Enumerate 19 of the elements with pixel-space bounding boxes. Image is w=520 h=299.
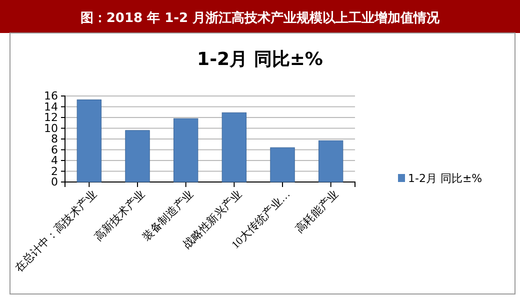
bar: [76, 100, 102, 182]
y-tick-label: 16: [44, 90, 58, 103]
bar: [174, 118, 198, 182]
x-tick-label: 高耗能产业: [292, 188, 341, 236]
y-tick-label: 10: [44, 122, 58, 135]
bar: [270, 147, 295, 182]
y-tick-label: 4: [51, 154, 58, 168]
bar: [222, 112, 246, 182]
chart-subtitle: 1-2月 同比±%: [197, 49, 323, 70]
chart-title: 图：2018 年 1-2 月浙江高技术产业规模以上工业增加值情况: [80, 10, 441, 26]
y-tick-label: 14: [44, 100, 58, 114]
legend-label: 1-2月 同比±%: [408, 172, 482, 185]
y-tick-label: 6: [51, 143, 58, 156]
bar: [125, 130, 150, 182]
y-tick-label: 8: [51, 132, 58, 146]
y-tick-label: 0: [51, 176, 58, 189]
bar: [318, 140, 344, 182]
y-tick-label: 12: [44, 111, 58, 124]
y-tick-label: 2: [51, 164, 58, 178]
